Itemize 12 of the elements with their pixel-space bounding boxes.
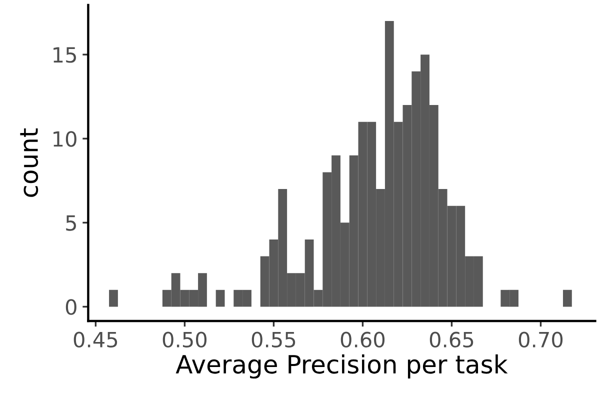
x-tick-label: 0.65	[430, 332, 474, 348]
x-tick-label: 0.60	[340, 332, 385, 348]
x-tick-label: 0.55	[252, 332, 296, 348]
x-tick-label: 0.70	[518, 332, 563, 348]
x-tick-label: 0.45	[74, 332, 118, 348]
y-tick-label: 5	[66, 215, 76, 231]
y-tick-label: 0	[66, 299, 76, 315]
x-axis-title: Average Precision per task	[176, 354, 508, 379]
y-axis-title: count	[20, 128, 38, 197]
x-tick-label: 0.50	[162, 332, 206, 348]
y-tick-label: 15	[54, 47, 76, 63]
y-tick-label: 10	[54, 131, 76, 147]
